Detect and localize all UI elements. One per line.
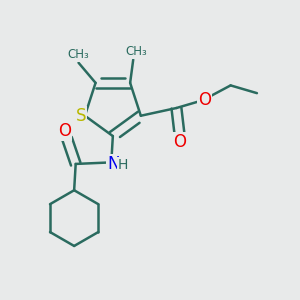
- Text: O: O: [173, 133, 186, 151]
- Text: CH₃: CH₃: [68, 49, 89, 62]
- Text: N: N: [107, 154, 119, 172]
- Text: O: O: [198, 91, 211, 109]
- Text: H: H: [118, 158, 128, 172]
- Text: O: O: [58, 122, 71, 140]
- Text: S: S: [76, 107, 86, 125]
- Text: CH₃: CH₃: [125, 45, 147, 58]
